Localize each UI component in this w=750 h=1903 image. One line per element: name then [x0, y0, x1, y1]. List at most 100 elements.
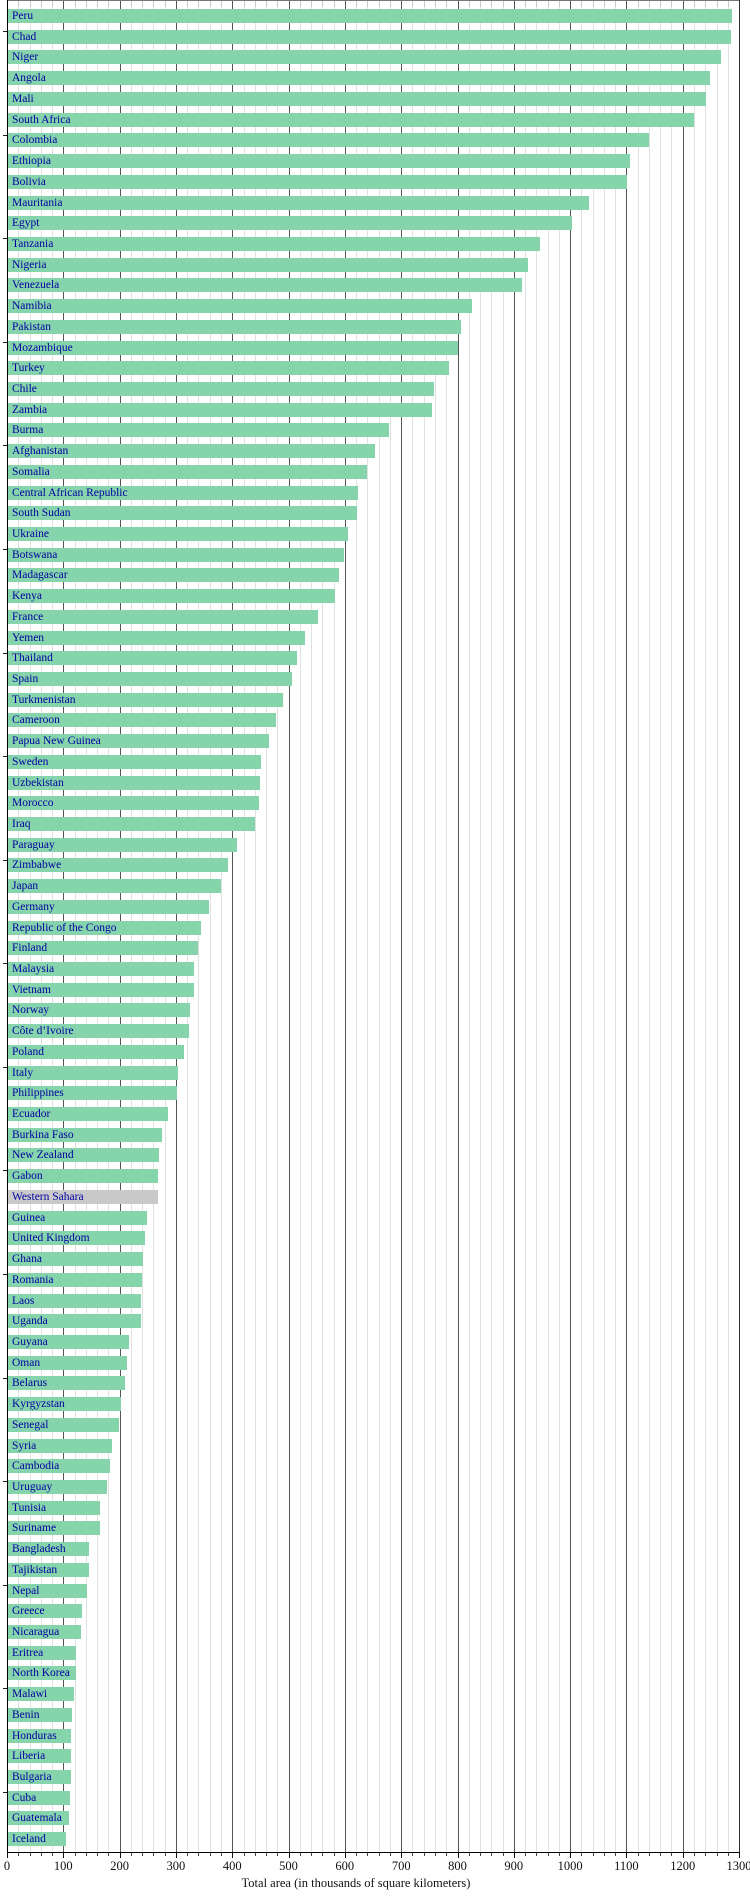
minor-gridline: [581, 0, 583, 1852]
y-axis-tick: [3, 1066, 7, 1068]
bar: [8, 1749, 71, 1764]
bar-label: Turkmenistan: [12, 693, 76, 706]
bar: [8, 817, 255, 831]
x-axis-tick: [130, 1853, 132, 1856]
bar: [8, 982, 194, 997]
x-tick-label: 200: [110, 1859, 129, 1873]
minor-gridline: [209, 0, 211, 1852]
bar: [8, 381, 434, 396]
x-axis-tick: [198, 1853, 200, 1856]
x-tick-label: 600: [335, 1859, 355, 1873]
top-tick: [468, 0, 470, 7]
x-axis-tick: [547, 1853, 549, 1856]
bar-label: Kyrgyzstan: [12, 1398, 65, 1410]
x-axis-tick: [480, 1853, 481, 1856]
bar: [8, 775, 260, 790]
bar-label: Venezuela: [12, 279, 60, 292]
bar: [8, 133, 650, 148]
top-tick: [254, 0, 256, 7]
top-tick: [716, 0, 718, 7]
top-tick: [232, 0, 234, 7]
bar: [8, 1024, 190, 1039]
bar-label: Greece: [12, 1605, 45, 1618]
bar: [8, 899, 209, 914]
major-gridline: [513, 0, 515, 1852]
bar: [8, 71, 711, 86]
major-gridline: [626, 0, 628, 1852]
minor-gridline: [637, 0, 639, 1852]
top-tick: [209, 0, 211, 7]
x-tick-label: 0: [3, 1859, 11, 1873]
bar-label: Zambia: [12, 403, 48, 416]
bar: [8, 1479, 108, 1494]
top-tick: [164, 0, 166, 7]
top-tick: [142, 0, 144, 7]
x-axis-tick: [581, 1853, 583, 1856]
bar-label: Gabon: [12, 1170, 43, 1183]
x-axis-tick: [277, 1853, 279, 1856]
bar: [8, 589, 335, 604]
x-tick-label: 1200: [670, 1859, 696, 1873]
bar: [8, 1252, 143, 1266]
bar: [8, 1044, 185, 1059]
bar: [8, 734, 269, 749]
x-axis-tick: [446, 1853, 448, 1856]
bar-label: Ethiopia: [12, 155, 51, 167]
top-tick: [547, 0, 549, 7]
x-tick-label: 100: [53, 1859, 73, 1873]
bar-label: Botswana: [12, 548, 58, 561]
bar-label: Germany: [12, 900, 55, 913]
x-axis-tick: [434, 1853, 436, 1856]
major-gridline: [344, 0, 346, 1852]
bar-label: Nepal: [12, 1584, 40, 1597]
minor-gridline: [266, 0, 267, 1852]
bar: [8, 1107, 168, 1121]
top-tick: [570, 0, 572, 7]
top-tick: [626, 0, 628, 7]
x-axis-tick: [570, 1853, 572, 1858]
top-tick: [637, 0, 639, 7]
y-axis-tick: [3, 445, 7, 447]
major-gridline: [288, 0, 290, 1852]
bar: [8, 257, 529, 272]
minor-gridline: [468, 0, 470, 1852]
x-axis-tick: [356, 1853, 358, 1856]
bar-label: Turkey: [12, 362, 45, 375]
bar: [8, 692, 283, 707]
bar: [8, 50, 722, 65]
x-axis-tick: [592, 1853, 594, 1856]
bar: [8, 1003, 191, 1018]
bar: [8, 216, 572, 231]
top-tick: [266, 0, 267, 7]
bar-label: Bulgaria: [12, 1770, 52, 1783]
bar-label: Japan: [12, 880, 39, 893]
minor-gridline: [322, 0, 324, 1852]
right-frame-line: [739, 0, 740, 1852]
x-axis-tick: [682, 1853, 684, 1858]
bar-label: Morocco: [12, 797, 54, 810]
bar: [8, 858, 229, 873]
minor-gridline: [491, 0, 493, 1852]
bar-label: Malaysia: [12, 963, 55, 975]
bar: [8, 402, 432, 417]
x-axis-tick: [513, 1853, 515, 1858]
bar: [8, 361, 449, 376]
bar: [8, 1624, 82, 1639]
bar-label: Zimbabwe: [12, 859, 62, 872]
x-axis-tick: [412, 1853, 414, 1856]
bar: [8, 1459, 110, 1474]
minor-gridline: [221, 0, 222, 1852]
bar-label: Yemen: [12, 631, 45, 644]
x-axis-tick: [322, 1853, 324, 1856]
bar: [8, 651, 297, 666]
bar: [8, 1583, 88, 1598]
bar: [8, 941, 199, 956]
bar-label: Chad: [12, 30, 37, 43]
bar-label: Senegal: [12, 1418, 49, 1431]
x-axis-tick: [299, 1853, 301, 1856]
bar-label: Guyana: [12, 1335, 48, 1348]
top-tick: [63, 0, 65, 7]
bar-label: Spain: [12, 672, 39, 685]
x-axis-tick: [637, 1853, 639, 1856]
x-axis-tick: [468, 1853, 470, 1856]
